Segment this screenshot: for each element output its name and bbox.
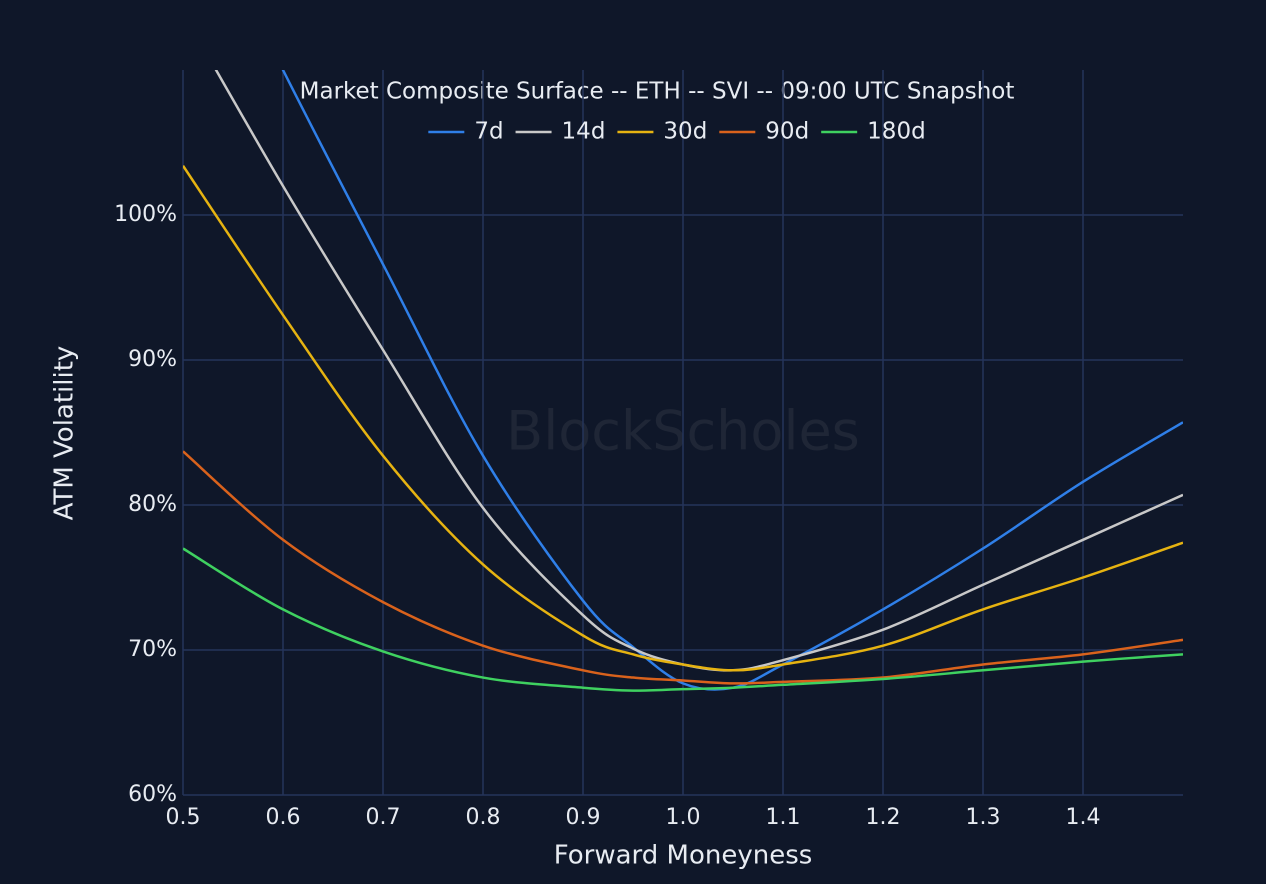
- x-tick-label: 0.6: [266, 805, 301, 830]
- x-tick-label: 1.2: [866, 805, 901, 830]
- legend-label: 180d: [867, 119, 926, 145]
- y-tick-label: 100%: [114, 202, 177, 227]
- x-tick-label: 1.4: [1066, 805, 1101, 830]
- x-axis-label: Forward Moneyness: [554, 841, 813, 871]
- series-line: [183, 547, 1183, 692]
- x-tick-label: 1.1: [766, 805, 801, 830]
- series-line: [214, 70, 1183, 672]
- y-tick-label: 90%: [128, 347, 177, 372]
- legend-label: 90d: [765, 119, 809, 145]
- lines: [183, 70, 1183, 692]
- y-tick-label: 60%: [128, 782, 177, 807]
- legend-label: 14d: [562, 119, 606, 145]
- grid: [182, 70, 1183, 796]
- y-axis-label: ATM Volatility: [50, 346, 80, 521]
- x-tick-label: 0.9: [566, 805, 601, 830]
- x-tick-label: 0.7: [366, 805, 401, 830]
- series-line: [183, 450, 1183, 685]
- y-tick-label: 80%: [128, 492, 177, 517]
- x-tick-label: 0.5: [166, 805, 201, 830]
- x-tick-label: 1.0: [666, 805, 701, 830]
- y-tick-label: 70%: [128, 637, 177, 662]
- series-line: [183, 165, 1183, 672]
- legend-label: 7d: [474, 119, 503, 145]
- x-tick-label: 1.3: [966, 805, 1001, 830]
- x-tick-label: 0.8: [466, 805, 501, 830]
- chart-title: Market Composite Surface -- ETH -- SVI -…: [300, 79, 1015, 105]
- legend-label: 30d: [663, 119, 707, 145]
- legend: 7d 14d 30d 90d 180d: [428, 119, 926, 145]
